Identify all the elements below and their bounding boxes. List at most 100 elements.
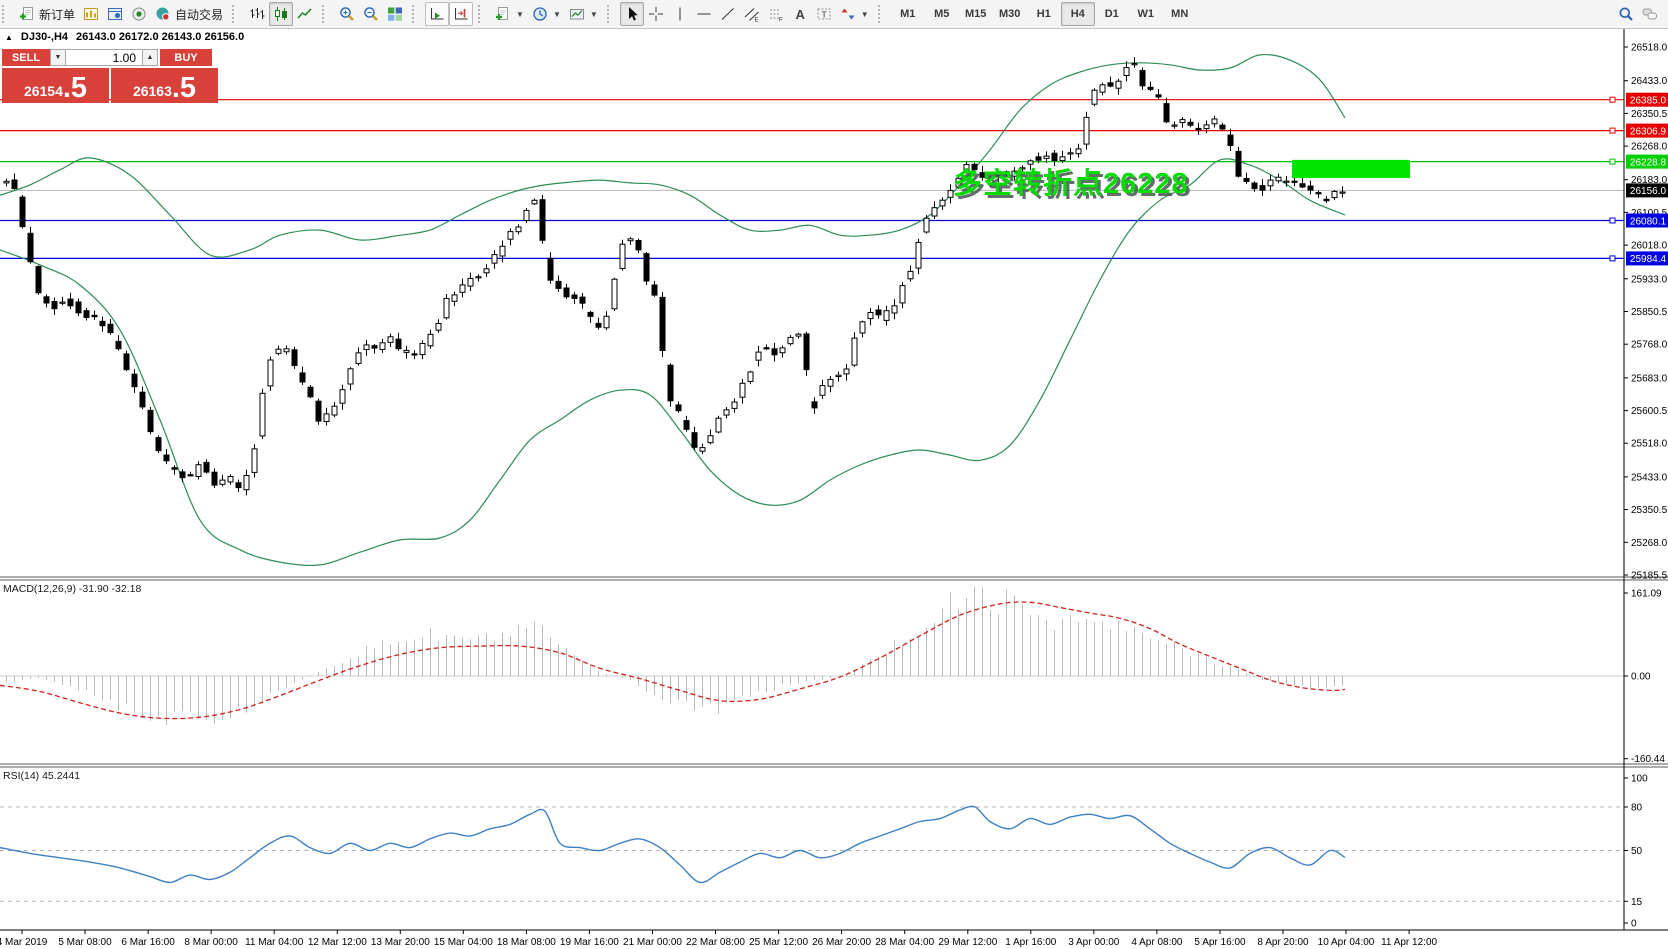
auto-scroll-button[interactable] — [425, 2, 450, 26]
chart-annotation-text: 多空转折点26228 — [953, 168, 1189, 200]
level-line-marker — [1609, 127, 1616, 134]
navigator-button[interactable] — [127, 2, 151, 26]
price-badge — [1626, 154, 1668, 169]
toolbar-group-grip — [412, 5, 418, 23]
volume-decrease-button[interactable]: ▼ — [50, 49, 66, 66]
symbol-period-label: DJ30-,H4 — [20, 31, 68, 43]
price-tick-label: 26433.0 — [1631, 76, 1668, 87]
sell-button[interactable]: SELL — [2, 49, 50, 66]
buy-price-button[interactable]: 26163.5 — [111, 68, 218, 103]
auto-scroll-icon — [431, 8, 444, 20]
time-tick-label: 26 Mar 20:00 — [812, 937, 871, 948]
buy-button[interactable]: BUY — [160, 49, 212, 66]
text-button[interactable]: A — [788, 2, 812, 26]
horizontal-line-button[interactable] — [692, 2, 716, 26]
toolbar-group-trade: 新订单 自动交易 — [12, 0, 230, 28]
toolbar-group-grip — [478, 5, 484, 23]
rsi-tick-label: 0 — [1631, 919, 1637, 930]
templates-dropdown-caret[interactable]: ▼ — [589, 9, 598, 19]
arrows-dropdown-caret[interactable]: ▼ — [860, 9, 869, 19]
macd-tick-label: -160.44 — [1631, 754, 1665, 765]
tile-windows-icon — [388, 7, 403, 21]
volume-input[interactable] — [66, 49, 142, 66]
timeframe-w1-button[interactable]: W1 — [1137, 8, 1154, 20]
text-label-icon: T — [817, 8, 831, 20]
templates-button[interactable]: ▼ — [565, 2, 602, 26]
price-badge-label: 26228.8 — [1630, 157, 1667, 168]
line-chart-button[interactable] — [293, 2, 317, 26]
autotrading-button[interactable]: 自动交易 — [151, 2, 227, 26]
community-button[interactable] — [1638, 2, 1662, 26]
equidistant-channel-icon: E — [744, 8, 759, 22]
periods-dropdown-caret[interactable]: ▼ — [552, 9, 561, 19]
zoom-in-button[interactable] — [335, 2, 359, 26]
arrows-icon — [841, 8, 855, 20]
text-label-button[interactable]: T — [812, 2, 836, 26]
new-order-label: 新订单 — [39, 7, 76, 22]
time-tick-label: 15 Mar 04:00 — [434, 937, 493, 948]
level-line-marker — [1609, 217, 1616, 224]
tile-windows-button[interactable] — [383, 2, 407, 26]
autotrading-label: 自动交易 — [175, 7, 224, 22]
price-badge-label: 26306.9 — [1630, 126, 1667, 137]
toolbar-group-grip — [877, 5, 884, 23]
timeframe-m15-button[interactable]: M15 — [965, 8, 987, 20]
macd-pane[interactable] — [0, 581, 1624, 764]
periods-button[interactable]: ▼ — [528, 2, 565, 26]
price-tick-label: 25518.0 — [1631, 439, 1668, 450]
price-tick-label: 26100.5 — [1631, 208, 1668, 219]
timeframe-h4-button[interactable]: H4 — [1060, 2, 1095, 26]
vertical-line-button[interactable] — [668, 2, 692, 26]
candlestick-icon — [275, 7, 288, 21]
rsi-pane[interactable] — [0, 768, 1624, 930]
arrows-button[interactable]: ▼ — [836, 2, 873, 26]
price-tick-label: 25350.5 — [1631, 505, 1668, 516]
sell-price-main: 26154 — [23, 83, 63, 99]
chart-shift-button[interactable] — [449, 2, 474, 26]
toolbar-group-grip — [2, 5, 8, 23]
time-tick-label: 18 Mar 08:00 — [497, 937, 556, 948]
equidistant-channel-button[interactable]: E — [740, 2, 764, 26]
price-tick-label: 25683.0 — [1631, 373, 1668, 384]
indicators-dropdown-caret[interactable]: ▼ — [516, 9, 524, 19]
fibonacci-button[interactable]: F — [764, 2, 788, 26]
time-tick-label: 1 Apr 16:00 — [1005, 937, 1057, 948]
charts-button[interactable] — [79, 2, 103, 26]
level-line-marker — [1609, 158, 1616, 165]
timeframe-m1-button[interactable]: M1 — [900, 8, 916, 20]
toolbar-group-scroll — [422, 0, 476, 28]
toolbar-group-grip — [322, 5, 328, 23]
sell-price-frac: .5 — [62, 72, 88, 105]
price-tick-label: 25850.5 — [1631, 307, 1668, 318]
timeframe-m5-button[interactable]: M5 — [934, 8, 950, 20]
new-order-button[interactable]: 新订单 — [15, 2, 79, 26]
macd-tick-label: 161.09 — [1631, 589, 1662, 600]
search-button[interactable] — [1614, 2, 1638, 26]
timeframe-mn-button[interactable]: MN — [1171, 8, 1189, 20]
toolbar-group-grip — [606, 5, 613, 23]
zoom-out-button[interactable] — [359, 2, 383, 26]
time-tick-label: 11 Mar 04:00 — [245, 937, 304, 948]
main-chart-pane[interactable] — [0, 28, 1624, 577]
candlestick-button[interactable] — [269, 2, 294, 26]
timeframe-m30-button[interactable]: M30 — [999, 8, 1021, 20]
crosshair-button[interactable] — [644, 2, 668, 26]
collapse-arrow-icon[interactable]: ▲ — [5, 32, 13, 42]
price-tick-label: 25768.0 — [1631, 340, 1668, 351]
market-watch-button[interactable] — [103, 2, 127, 26]
macd-signal-line — [0, 601, 1346, 720]
time-tick-label: 29 Mar 12:00 — [938, 937, 997, 948]
timeframe-h1-button[interactable]: H1 — [1036, 8, 1051, 20]
price-badge — [1626, 123, 1668, 138]
rsi-tick-label: 15 — [1631, 897, 1643, 908]
volume-increase-button[interactable]: ▲ — [142, 49, 158, 66]
trendline-button[interactable] — [716, 2, 740, 26]
cursor-button[interactable] — [619, 2, 644, 26]
sell-price-button[interactable]: 26154.5 — [2, 68, 109, 103]
price-badge-label: 25984.4 — [1630, 254, 1667, 265]
bollinger-lower-band — [0, 158, 1346, 567]
bar-chart-button[interactable] — [245, 2, 269, 26]
indicators-button[interactable]: ▼ — [491, 2, 528, 26]
highlight-rectangle[interactable] — [1292, 159, 1410, 179]
timeframe-d1-button[interactable]: D1 — [1104, 8, 1119, 20]
